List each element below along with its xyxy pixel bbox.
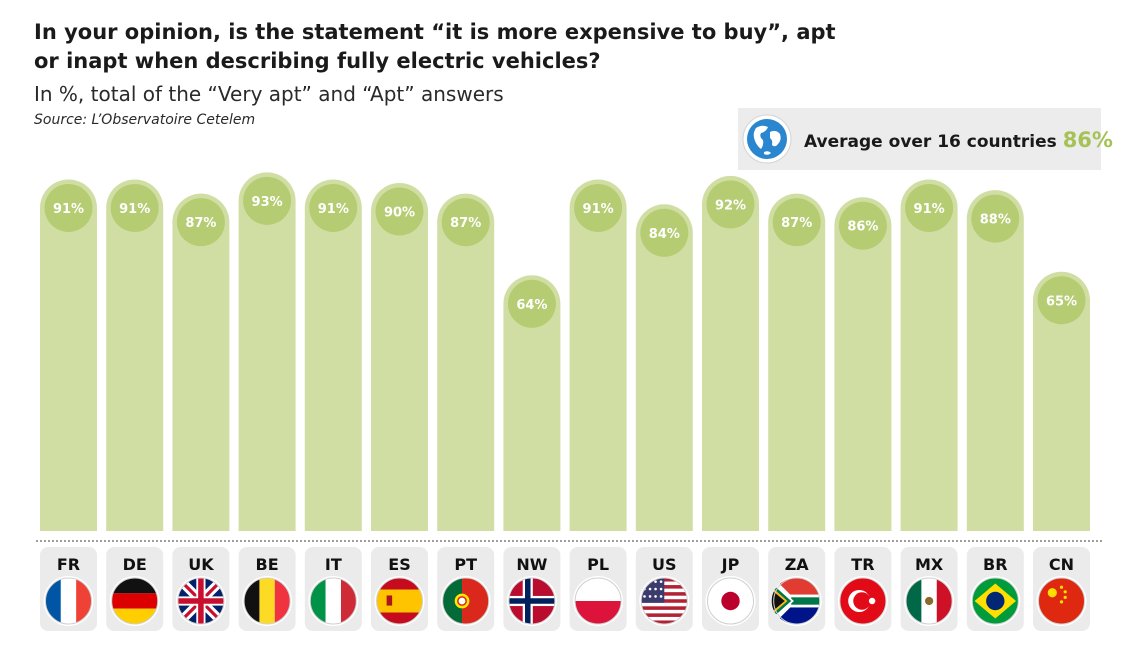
mexico-flag-icon [904,576,955,626]
data-label: 86% [847,220,878,235]
bar-value-bubble [838,201,887,250]
usa-flag-icon [639,576,690,626]
bar-it [304,179,362,531]
bar-cn [1033,271,1090,531]
belgium-flag-icon [242,576,293,626]
bar-value-bubble [243,176,292,225]
tick-label: FR [57,555,80,574]
tick-label: ZA [785,555,810,574]
data-label: 84% [649,227,680,242]
data-label: 92% [715,198,746,213]
tick-label: NW [516,555,547,574]
average-box: Average over 16 countries 86% [738,108,1113,170]
tick-label: TR [851,555,874,574]
germany-flag-icon [109,576,160,626]
data-label: 91% [583,202,614,217]
tick-label: BE [256,555,279,574]
data-label: 87% [781,216,812,231]
italy-flag-icon [308,576,359,626]
tick-label: PT [454,555,477,574]
tick-label: UK [188,555,214,574]
bar-mx [900,179,958,531]
data-label: 87% [450,216,481,231]
bar-uk [172,193,230,531]
globe-icon [742,114,792,164]
data-label: 90% [384,206,415,221]
bar-value-bubble [905,183,954,232]
data-label: 91% [119,202,150,217]
bar-de [106,179,164,531]
category-labels-layer: FR DE UK BE IT ES PT NW PL US JP ZA TR MX BR CN [40,547,1090,631]
france-flag-icon [43,576,94,626]
tick-label: CN [1049,555,1074,574]
brazil-flag-icon [970,576,1021,626]
data-label: 64% [516,298,547,313]
data-label: 91% [53,202,84,217]
uk-flag-icon [175,576,226,626]
tick-label: US [652,555,677,574]
average-value: 86% [1062,128,1113,152]
turkey-flag-icon [837,576,888,626]
tick-label: DE [123,555,147,574]
data-label: 91% [318,202,349,217]
japan-flag-icon [705,576,756,626]
bar-pl [569,179,627,531]
data-label: 87% [185,216,216,231]
bar-value-bubble [441,198,490,247]
tick-label: ES [388,555,410,574]
tick-label: MX [915,555,944,574]
bar-value-bubble [176,198,225,247]
chart-source: Source: L’Observatoire Cetelem [34,112,256,128]
chart-title: In your opinion, is the statement “it is… [34,20,836,73]
poland-flag-icon [573,576,624,626]
data-label: 91% [914,202,945,217]
bar-value-bubble [375,187,424,236]
bar-be [238,172,296,531]
data-label: 93% [252,195,283,210]
tick-label: JP [721,555,740,574]
bars-layer: 91% 91% 87% 93% 91% 90% 87% 64% 91% 84% 92% 87% 86% 9… [40,172,1090,531]
bar-value-bubble [772,198,821,247]
bar-tr [834,197,892,531]
bar-pt [437,193,495,531]
spain-flag-icon [374,576,425,626]
norway-flag-icon [506,576,557,626]
bar-us [635,204,693,531]
portugal-flag-icon [440,576,491,626]
bar-za [768,193,826,531]
bar-value-bubble [309,183,358,232]
china-flag-icon [1036,576,1087,626]
bar-es [371,183,428,531]
bar-br [966,190,1024,531]
data-label: 65% [1046,294,1077,309]
chart-subtitle: In %, total of the “Very apt” and “Apt” … [34,82,504,106]
bar-value-bubble [971,194,1020,243]
tick-label: BR [983,555,1008,574]
bar-value-bubble [507,279,556,328]
data-label: 88% [980,213,1011,228]
bar-fr [40,179,97,531]
bar-value-bubble [574,183,623,232]
tick-label: IT [325,555,342,574]
bar-value-bubble [640,208,689,257]
bar-jp [702,175,759,531]
bar-value-bubble [1037,276,1086,325]
south-africa-flag-icon [771,576,822,626]
bar-value-bubble [44,183,93,232]
bar-nw [503,275,561,531]
tick-label: PL [587,555,609,574]
bar-value-bubble [110,183,159,232]
bar-value-bubble [706,180,755,229]
average-label: Average over 16 countries 86% [804,128,1113,152]
